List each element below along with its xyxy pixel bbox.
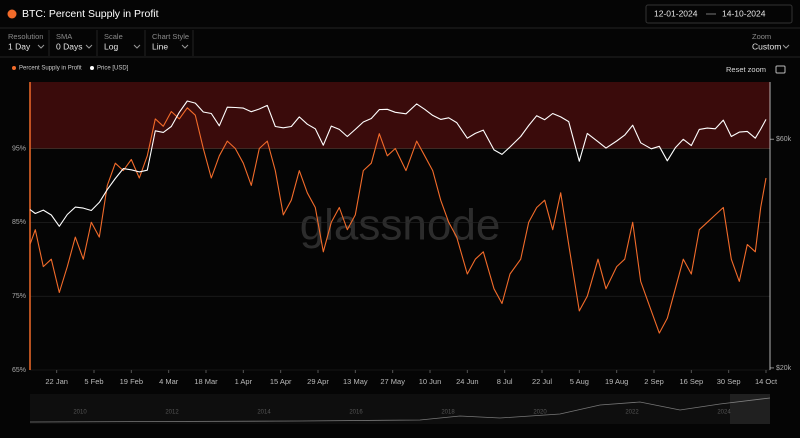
chevron xyxy=(782,44,790,49)
chevron xyxy=(181,44,189,49)
reset-zoom[interactable]: Reset zoom xyxy=(726,65,766,74)
zoom-value[interactable]: Custom xyxy=(752,41,781,51)
threshold-band xyxy=(30,82,770,149)
series-line xyxy=(29,107,767,334)
x-tick-label: 19 Aug xyxy=(605,377,628,386)
legend-swatch xyxy=(12,66,16,70)
x-tick-label: 5 Feb xyxy=(84,377,103,386)
navigator-year: 2014 xyxy=(257,410,271,416)
control-value[interactable]: Line xyxy=(152,41,168,51)
navigator-year: 2020 xyxy=(533,410,547,416)
control-value[interactable]: Log xyxy=(104,41,118,51)
control-label: Resolution xyxy=(8,32,43,41)
x-tick-label: 2 Sep xyxy=(644,377,664,386)
x-tick-label: 5 Aug xyxy=(570,377,589,386)
y2-tick-label: $20k xyxy=(776,365,792,372)
x-tick-label: 13 May xyxy=(343,377,368,386)
camera-icon[interactable] xyxy=(775,65,786,74)
x-tick-label: 10 Jun xyxy=(419,377,442,386)
control-value[interactable]: 1 Day xyxy=(8,41,31,51)
x-tick-label: 24 Jun xyxy=(456,377,479,386)
date-to[interactable]: 14-10-2024 xyxy=(722,8,766,18)
x-tick-label: 19 Feb xyxy=(120,377,143,386)
date-from[interactable]: 12-01-2024 xyxy=(654,8,698,18)
x-tick-label: 16 Sep xyxy=(679,377,703,386)
chevron xyxy=(37,44,45,49)
navigator-year: 2012 xyxy=(165,410,179,416)
x-tick-label: 22 Jan xyxy=(45,377,68,386)
chevron xyxy=(85,44,93,49)
navigator-line xyxy=(29,397,771,423)
series-line xyxy=(29,100,767,227)
watermark: glassnode xyxy=(300,201,501,250)
chevron xyxy=(133,44,141,49)
legend-label[interactable]: Price [USD] xyxy=(97,66,129,72)
control-value[interactable]: 0 Days xyxy=(56,41,82,51)
date-picker[interactable] xyxy=(645,4,793,24)
y-tick-label: 95% xyxy=(12,145,26,152)
legend-label[interactable]: Percent Supply in Profit xyxy=(19,66,82,72)
navigator-year: 2010 xyxy=(73,410,87,416)
x-tick-label: 15 Apr xyxy=(270,377,292,386)
legend-swatch xyxy=(90,66,94,70)
x-tick-label: 14 Oct xyxy=(755,377,778,386)
navigator-year: 2024 xyxy=(717,410,731,416)
x-tick-label: 18 Mar xyxy=(194,377,218,386)
y2-tick-label: $60k xyxy=(776,136,792,143)
y-tick-label: 85% xyxy=(12,219,26,226)
x-tick-label: 27 May xyxy=(380,377,405,386)
title: BTC: Percent Supply in Profit xyxy=(22,8,159,20)
x-tick-label: 30 Sep xyxy=(717,377,741,386)
x-tick-label: 1 Apr xyxy=(235,377,253,386)
navigator-year: 2022 xyxy=(625,410,639,416)
control-label: Chart Style xyxy=(152,32,189,41)
control-label: Scale xyxy=(104,32,123,41)
navigator-year: 2018 xyxy=(441,410,455,416)
y-tick-label: 65% xyxy=(12,367,26,374)
y-tick-label: 75% xyxy=(12,293,26,300)
navigator-year: 2016 xyxy=(349,410,363,416)
navigator-window[interactable] xyxy=(730,394,770,424)
x-tick-label: 8 Jul xyxy=(497,377,513,386)
x-tick-label: 29 Apr xyxy=(307,377,329,386)
navigator[interactable] xyxy=(30,394,770,424)
asset-icon xyxy=(7,9,17,19)
x-tick-label: 22 Jul xyxy=(532,377,552,386)
x-tick-label: 4 Mar xyxy=(159,377,179,386)
control-label: SMA xyxy=(56,32,72,41)
zoom-label: Zoom xyxy=(752,32,771,41)
